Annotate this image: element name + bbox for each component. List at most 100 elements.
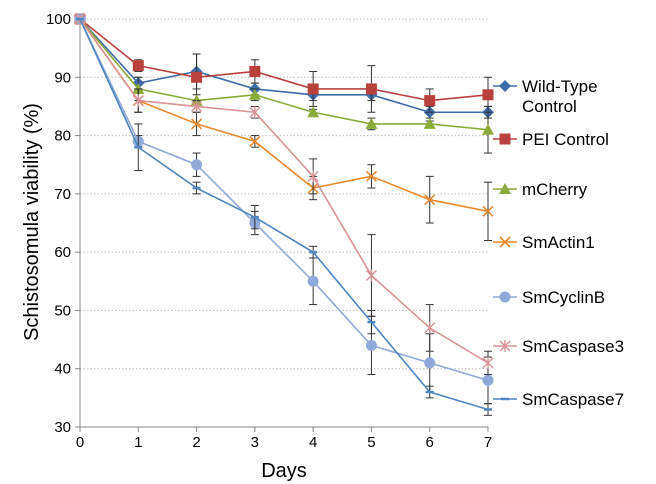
marker-square bbox=[307, 83, 319, 95]
marker-square bbox=[191, 71, 203, 83]
marker-x-stroke bbox=[365, 170, 377, 182]
data-point bbox=[365, 117, 378, 129]
legend-marker bbox=[499, 80, 511, 92]
marker-circle bbox=[482, 374, 494, 386]
marker-triangle bbox=[423, 117, 436, 129]
legend-item-mcherry: mCherry bbox=[493, 180, 588, 199]
data-point bbox=[307, 275, 319, 287]
data-point bbox=[365, 170, 377, 182]
data-point bbox=[191, 71, 203, 83]
data-point bbox=[365, 83, 377, 95]
marker-circle bbox=[499, 291, 511, 303]
marker-triangle bbox=[248, 88, 261, 100]
data-point bbox=[482, 356, 494, 369]
marker-diamond bbox=[499, 80, 511, 92]
marker-circle bbox=[424, 357, 436, 369]
legend-label: SmCaspase7 bbox=[522, 390, 624, 409]
x-tick-label: 1 bbox=[134, 434, 142, 451]
series-line bbox=[79, 18, 489, 382]
legend-item-smcaspase3: SmCaspase3 bbox=[493, 337, 624, 356]
series-line bbox=[79, 18, 488, 114]
x-tick-label: 6 bbox=[426, 434, 434, 451]
data-point bbox=[132, 94, 144, 107]
legend-item-smcaspase7: SmCaspase7 bbox=[493, 390, 624, 409]
tick-labels: 30 40 50 60 70 80 90 100 0 1 2 3 4 5 6 7 bbox=[46, 11, 492, 451]
marker-triangle bbox=[482, 123, 494, 135]
x-tick-label: 7 bbox=[484, 434, 492, 451]
series-smcaspase3 bbox=[74, 13, 494, 376]
data-point bbox=[482, 205, 494, 217]
data-point bbox=[132, 60, 144, 72]
y-tick-label: 40 bbox=[54, 361, 71, 378]
data-point bbox=[482, 123, 494, 135]
data-point bbox=[249, 65, 261, 77]
data-point bbox=[191, 159, 203, 171]
legend-label: mCherry bbox=[522, 180, 588, 199]
marker-x-stroke bbox=[482, 205, 494, 217]
y-axis-label: Schistosomula viability (%) bbox=[21, 103, 43, 341]
legend-label: SmActin1 bbox=[522, 233, 595, 252]
data-point bbox=[424, 321, 436, 334]
legend-label: Control bbox=[522, 97, 577, 116]
x-tick-label: 2 bbox=[192, 434, 200, 451]
data-point bbox=[424, 357, 436, 369]
legend-label: PEI Control bbox=[522, 130, 609, 149]
series-line bbox=[79, 18, 489, 364]
data-point bbox=[249, 106, 261, 119]
x-axis-label: Days bbox=[261, 460, 307, 482]
data-point bbox=[482, 374, 494, 386]
marker-square bbox=[249, 65, 261, 77]
data-point bbox=[191, 118, 203, 130]
y-tick-label: 80 bbox=[54, 128, 71, 145]
data-point bbox=[307, 83, 319, 95]
marker-triangle bbox=[499, 183, 511, 194]
marker-triangle bbox=[307, 106, 320, 118]
y-tick-label: 50 bbox=[54, 302, 71, 319]
marker-x-stroke bbox=[191, 118, 203, 130]
series-smcaspase7 bbox=[76, 17, 492, 416]
legend-item-pei-control: PEI Control bbox=[493, 130, 609, 149]
y-tick-label: 70 bbox=[54, 186, 71, 203]
legend-marker bbox=[499, 340, 511, 352]
data-point bbox=[424, 194, 436, 206]
axes bbox=[75, 18, 489, 432]
marker-square bbox=[482, 89, 494, 101]
marker-square bbox=[132, 60, 144, 72]
series-line bbox=[79, 18, 489, 102]
data-point bbox=[423, 117, 436, 129]
series-pei-control bbox=[74, 13, 494, 113]
y-tick-label: 100 bbox=[46, 11, 71, 28]
data-point bbox=[365, 339, 377, 351]
data-point bbox=[307, 106, 320, 118]
data-point bbox=[249, 135, 261, 147]
series-line bbox=[79, 18, 489, 411]
series-smcyclinb bbox=[74, 13, 494, 405]
series-line bbox=[79, 18, 489, 131]
marker-square bbox=[499, 133, 511, 145]
data-point bbox=[307, 170, 319, 183]
legend-marker bbox=[499, 236, 511, 248]
y-tick-label: 90 bbox=[54, 69, 71, 86]
y-tick-label: 60 bbox=[54, 244, 71, 261]
marker-triangle bbox=[365, 117, 378, 129]
marker-square bbox=[424, 95, 436, 107]
marker-x-stroke bbox=[424, 194, 436, 206]
data-point bbox=[365, 269, 377, 282]
marker-x-stroke bbox=[249, 135, 261, 147]
series-group bbox=[74, 13, 494, 416]
data-point bbox=[424, 95, 436, 107]
legend-marker bbox=[499, 291, 511, 303]
legend-item-smcyclinb: SmCyclinB bbox=[493, 288, 605, 307]
x-tick-label: 4 bbox=[309, 434, 317, 451]
data-point bbox=[482, 89, 494, 101]
marker-circle bbox=[307, 275, 319, 287]
x-tick-label: 5 bbox=[367, 434, 375, 451]
x-tick-label: 0 bbox=[76, 434, 84, 451]
marker-circle bbox=[365, 339, 377, 351]
marker-square bbox=[365, 83, 377, 95]
legend-label: SmCaspase3 bbox=[522, 337, 624, 356]
marker-circle bbox=[191, 159, 203, 171]
